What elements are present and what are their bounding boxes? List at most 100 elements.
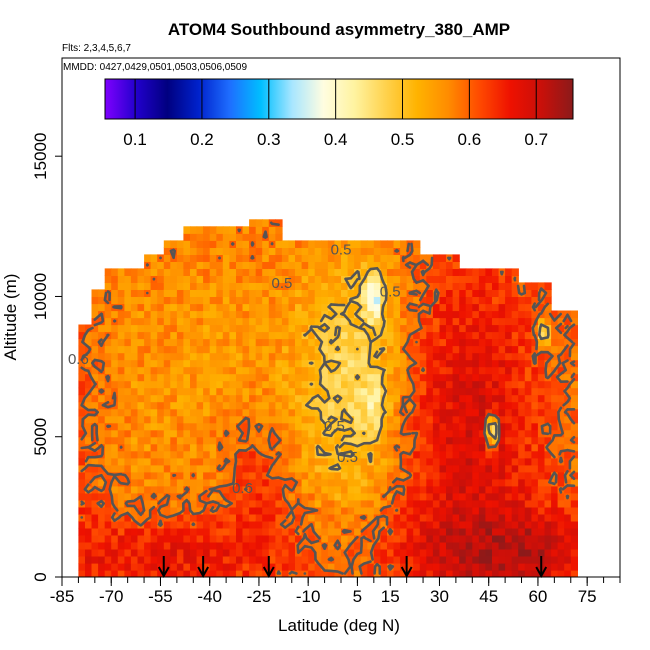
heatmap-cell [196,401,204,410]
heatmap-cell [249,345,257,354]
heatmap-cell [137,534,145,543]
heatmap-cell [98,457,106,466]
heatmap-cell [478,478,487,487]
heatmap-cell [242,408,250,417]
heatmap-cell [327,485,336,494]
heatmap-cell [255,436,263,445]
heatmap-cell [157,570,165,577]
heatmap-cell [111,289,119,297]
heatmap-cell [144,352,152,361]
heatmap-cell [229,429,237,438]
heatmap-cell [137,436,145,445]
heatmap-cell [380,450,388,459]
heatmap-cell [98,373,106,382]
heatmap-cell [137,499,145,508]
heatmap-cell [334,499,342,508]
heatmap-cell [413,506,421,515]
heatmap-cell [544,317,552,326]
heatmap-cell [111,373,119,382]
heatmap-cell [130,570,139,577]
heatmap-cell [544,352,552,361]
heatmap-cell [308,331,316,340]
heatmap-cell [537,478,546,487]
heatmap-cell [314,556,322,564]
heatmap-cell [354,471,362,480]
heatmap-cell [459,534,467,543]
heatmap-cell [492,570,500,577]
heatmap-cell [380,478,388,487]
heatmap-cell [130,303,139,312]
heatmap-cell [387,254,395,262]
heatmap-cell [104,317,112,326]
heatmap-cell [511,338,519,347]
heatmap-cell [314,331,322,340]
heatmap-cell [393,401,401,410]
heatmap-cell [557,471,565,480]
heatmap-cell [78,380,86,389]
heatmap-cell [446,471,454,480]
heatmap-cell [492,471,500,480]
heatmap-cell [222,450,230,459]
heatmap-cell [439,303,447,312]
heatmap-cell [281,380,290,389]
heatmap-cell [459,499,467,508]
heatmap-cell [281,506,290,515]
heatmap-cell [229,506,237,515]
heatmap-cell [262,324,270,333]
heatmap-cell [419,485,427,494]
heatmap-cell [196,527,204,536]
heatmap-cell [314,282,322,290]
heatmap-cell [176,443,185,452]
heatmap-cell [439,296,447,305]
heatmap-cell [144,310,152,319]
heatmap-cell [163,317,171,326]
heatmap-cell [465,331,473,340]
heatmap-cell [452,443,460,452]
heatmap-cell [203,415,211,424]
heatmap-cell [157,513,165,522]
heatmap-cell [321,261,329,269]
heatmap-cell [498,401,506,410]
heatmap-cell [400,380,408,389]
flight-arrow [400,556,413,579]
heatmap-cell [478,415,487,424]
heatmap-cell [190,352,198,361]
heatmap-cell [334,422,342,431]
heatmap-cell [400,443,408,452]
heatmap-cell [570,352,578,361]
heatmap-cell [216,570,224,577]
heatmap-cell [249,226,257,234]
heatmap-cell [334,520,342,529]
heatmap-cell [157,556,165,564]
heatmap-cell [209,436,217,445]
heatmap-cell [104,275,112,283]
heatmap-cell [347,338,355,347]
heatmap-cell [288,527,296,536]
heatmap-cell [524,499,532,508]
heatmap-cell [393,422,401,431]
heatmap-cell [498,387,506,396]
heatmap-cell [111,499,119,508]
heatmap-cell [288,570,296,577]
heatmap-cell [176,310,185,319]
heatmap-cell [393,310,401,319]
heatmap-cell [564,485,572,494]
heatmap-cell [544,366,552,375]
heatmap-cell [157,359,165,368]
heatmap-cell [518,541,526,550]
heatmap-cell [255,303,263,312]
heatmap-cell [275,492,283,501]
heatmap-cell [354,478,362,487]
heatmap-cell [124,506,132,515]
heatmap-cell [98,394,106,403]
heatmap-cell [268,296,276,305]
heatmap-cell [413,240,421,248]
heatmap-cell [426,415,434,424]
heatmap-cell [367,429,375,438]
heatmap-cell [537,289,546,297]
heatmap-cell [459,429,467,438]
heatmap-cell [104,352,112,361]
heatmap-cell [150,352,158,361]
heatmap-cell [465,429,473,438]
heatmap-cell [144,324,152,333]
